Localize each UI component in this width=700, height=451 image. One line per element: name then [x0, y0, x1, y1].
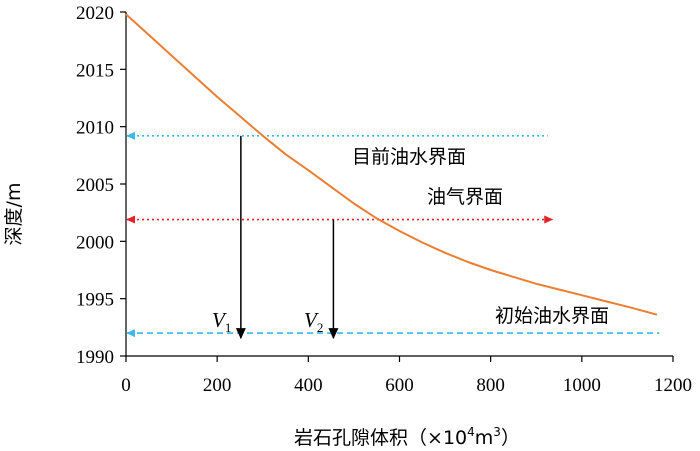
- x-tick-label: 400: [294, 375, 323, 396]
- volume-label-subscript: 2: [317, 320, 324, 335]
- x-axis-label: 岩石孔隙体积（×104m3）: [294, 425, 520, 449]
- axes: 1990 1995 2000 2005 2010 2015 2020 0 200 400 600 80…: [76, 3, 692, 396]
- y-tick-label: 2000: [76, 232, 114, 253]
- interface-label: 目前油水界面: [352, 146, 466, 168]
- y-tick-label: 2010: [76, 118, 114, 139]
- x-axis-label-sup2: 3: [493, 425, 501, 439]
- volume-arrows: [235, 135, 339, 340]
- volume-label: V2: [304, 308, 323, 335]
- volume-label-letter: V: [212, 308, 227, 332]
- y-tick-label: 1995: [76, 290, 114, 311]
- volume-label-subscript: 1: [225, 320, 232, 335]
- interface-label: 初始油水界面: [495, 305, 609, 327]
- x-tick-label: 0: [121, 375, 131, 396]
- x-tick-label: 800: [476, 375, 505, 396]
- x-axis-label-close: ）: [501, 427, 520, 449]
- x-tick-label: 600: [385, 375, 414, 396]
- x-tick-label: 1200: [654, 375, 692, 396]
- x-axis-label-sup1: 4: [467, 425, 475, 439]
- y-axis-label: 深度/m: [3, 183, 25, 246]
- y-tick-label: 1990: [76, 347, 114, 368]
- volume-label: V1: [212, 308, 231, 335]
- x-tick-label: 200: [203, 375, 232, 396]
- volume-label-letter: V: [304, 308, 319, 332]
- x-tick-label: 1000: [563, 375, 601, 396]
- x-axis-label-main: 岩石孔隙体积（×10: [294, 427, 467, 449]
- y-tick-label: 2020: [76, 3, 114, 24]
- y-tick-label: 2015: [76, 60, 114, 81]
- interface-label: 油气界面: [427, 186, 503, 208]
- x-axis-label-unit: m: [475, 427, 494, 449]
- series-layer: [125, 13, 658, 316]
- interface-lines: [126, 131, 660, 338]
- series-line: [125, 13, 658, 316]
- y-tick-label: 2005: [76, 175, 114, 196]
